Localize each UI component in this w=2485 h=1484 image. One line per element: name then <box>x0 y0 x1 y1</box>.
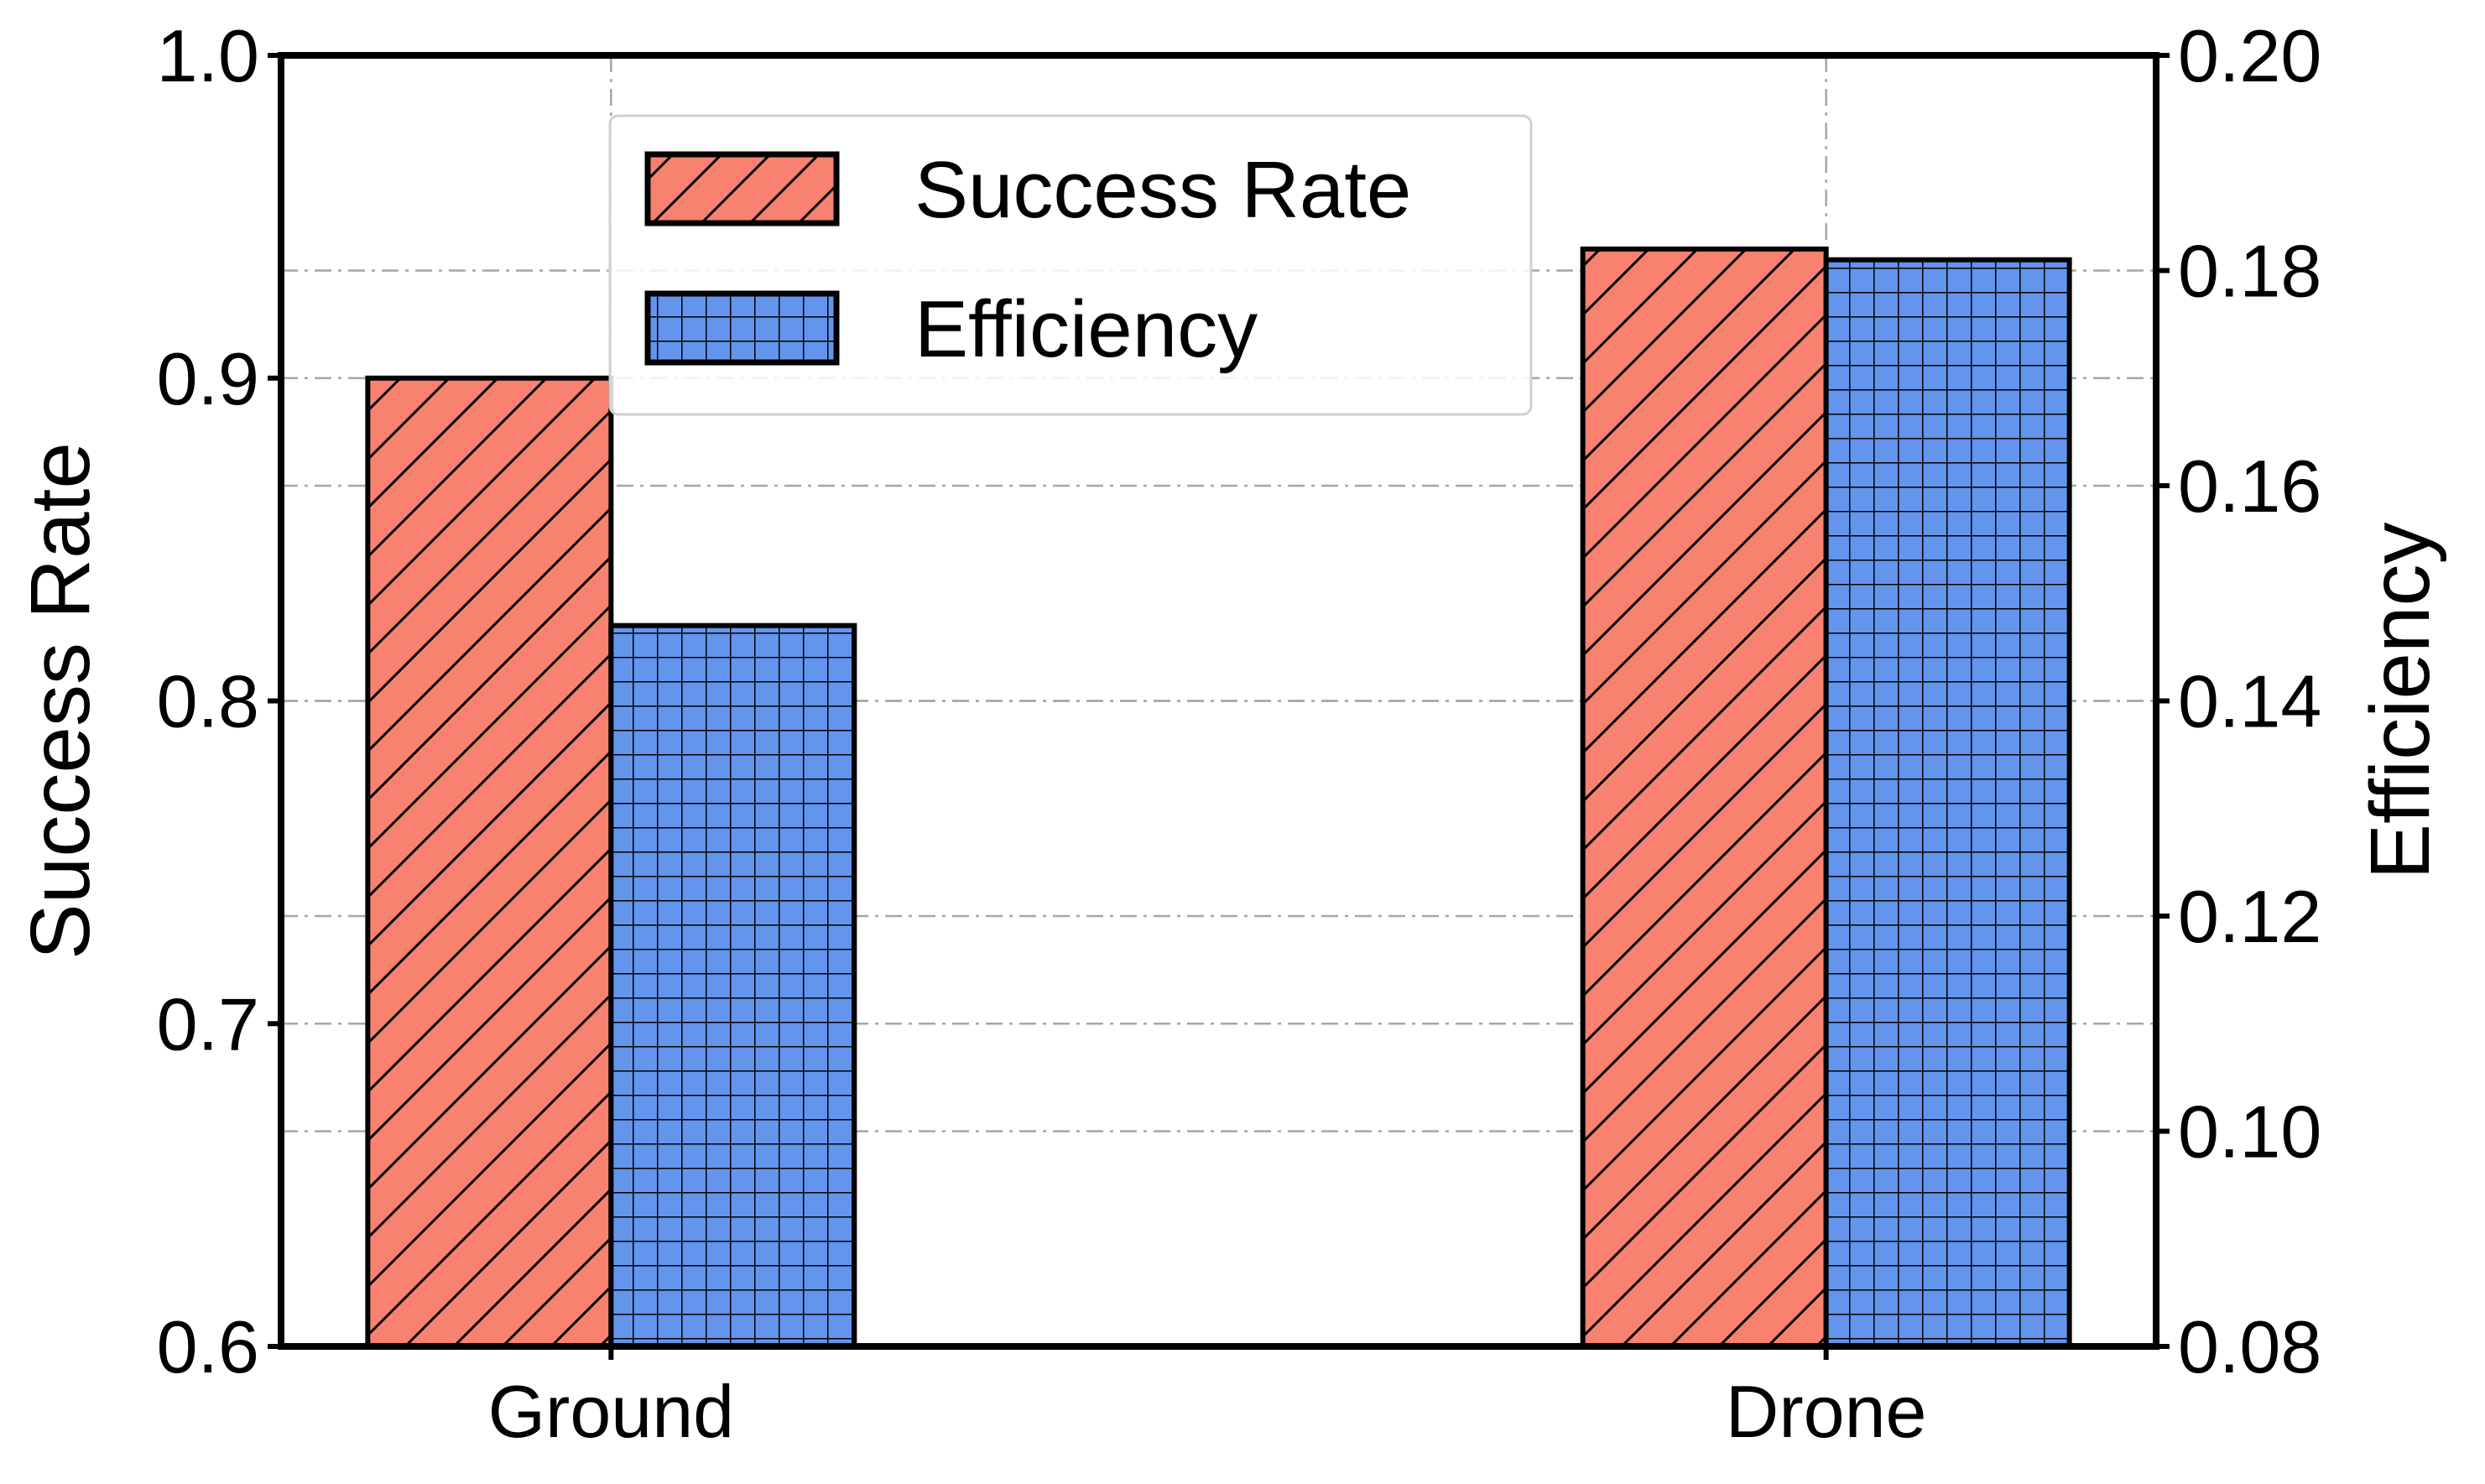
y-right-tick-label: 0.10 <box>2178 1091 2321 1174</box>
legend-label-success-rate: Success Rate <box>914 145 1411 235</box>
y-axis-left-label: Success Rate <box>13 442 107 960</box>
bar-efficiency-drone <box>1823 257 2072 1349</box>
bar-efficiency-ground <box>608 622 857 1349</box>
bar-success-rate-drone <box>1580 246 1829 1350</box>
bar-success-rate-ground <box>365 375 614 1349</box>
y-left-tick-label: 0.7 <box>157 982 259 1065</box>
x-tick-label: Ground <box>488 1370 735 1453</box>
y-left-tick-label: 1.0 <box>157 14 259 97</box>
y-right-tick-label: 0.16 <box>2178 445 2321 528</box>
legend-hatch-efficiency <box>648 294 836 362</box>
y-right-tick-label: 0.18 <box>2178 230 2321 313</box>
y-right-tick-label: 0.14 <box>2178 660 2321 743</box>
y-right-tick-label: 0.08 <box>2178 1305 2321 1388</box>
legend: Success Rate Efficiency <box>608 114 1533 416</box>
legend-label-efficiency: Efficiency <box>914 284 1258 374</box>
axes: 0.6 0.7 0.8 0.9 1.0 0.08 0.10 0.12 0.14 0.16 0.18 0… <box>157 14 2322 1453</box>
y-left-tick-label: 0.9 <box>157 337 259 420</box>
bars <box>365 246 2072 1350</box>
y-right-tick-label: 0.12 <box>2178 875 2321 958</box>
legend-hatch-success-rate <box>648 154 836 223</box>
legend-box <box>608 114 1533 416</box>
y-right-tick-label: 0.20 <box>2178 14 2321 97</box>
y-left-tick-label: 0.6 <box>157 1305 259 1388</box>
y-axis-right-label: Efficiency <box>2353 522 2447 879</box>
x-tick-label: Drone <box>1726 1370 1927 1453</box>
y-left-tick-label: 0.8 <box>157 660 259 743</box>
